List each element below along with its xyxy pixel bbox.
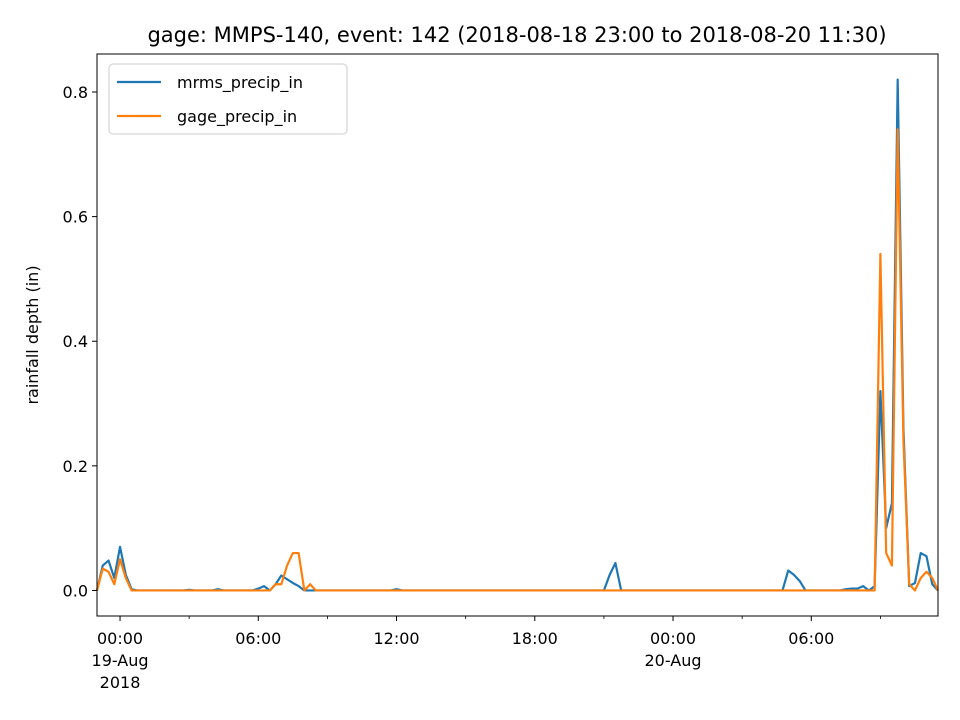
y-tick-label: 0.6: [63, 208, 88, 227]
legend-label: gage_precip_in: [177, 107, 297, 127]
series-layer: [95, 78, 939, 592]
x-tick-label: 12:00: [373, 629, 419, 648]
x-tick-label: 2018: [100, 673, 141, 692]
legend-label: mrms_precip_in: [177, 73, 303, 93]
legend: mrms_precip_in gage_precip_in: [108, 63, 348, 135]
x-tick-label: 00:00: [97, 629, 143, 648]
y-tick-label: 0.8: [63, 83, 88, 102]
x-tick-label: 06:00: [235, 629, 281, 648]
x-tick-label: 19-Aug: [92, 651, 149, 670]
x-tick-label: 00:00: [650, 629, 696, 648]
axes-layer: 0.0 0.2 0.4 0.6 0.8 00:00 19-Aug 2018 06:00 12:00…: [63, 53, 939, 692]
x-tick-label: 20-Aug: [645, 651, 702, 670]
x-tick-label: 06:00: [788, 629, 834, 648]
y-tick-label: 0.2: [63, 457, 88, 476]
chart-title: gage: MMPS-140, event: 142 (2018-08-18 2…: [147, 23, 886, 47]
plot-area: 0.0 0.2 0.4 0.6 0.8 00:00 19-Aug 2018 06:00 12:00…: [63, 53, 939, 692]
y-tick-label: 0.0: [63, 581, 88, 600]
y-axis-label: rainfall depth (in): [23, 265, 42, 404]
y-tick-label: 0.4: [63, 332, 88, 351]
legend-box: [108, 63, 348, 135]
series-line-gage-precip-in: [95, 128, 939, 592]
axes-frame: [96, 53, 939, 617]
x-tick-label: 18:00: [512, 629, 558, 648]
